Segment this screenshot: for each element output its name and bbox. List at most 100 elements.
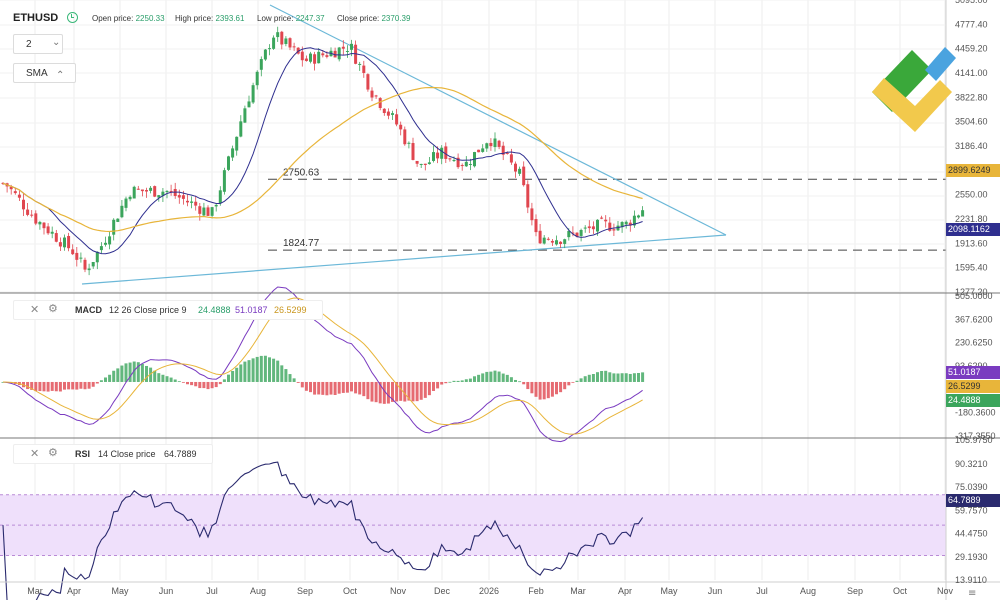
candle-up <box>214 204 218 207</box>
candle-up <box>391 113 394 115</box>
candle-down <box>559 241 563 244</box>
macd-histogram-bar <box>555 381 558 395</box>
macd-histogram-bar <box>99 380 103 382</box>
macd-histogram-bar <box>493 370 497 382</box>
macd-histogram-bar <box>58 381 62 392</box>
candle-down <box>612 229 616 231</box>
tick-label: May <box>111 586 129 596</box>
macd-histogram-bar <box>563 381 567 390</box>
candle-down <box>313 54 317 64</box>
candle-down <box>628 222 632 226</box>
candle-up <box>38 221 42 225</box>
macd-histogram-bar <box>587 374 591 382</box>
sma-short-price-label: 2098.1162 <box>946 223 1000 236</box>
rsi-legend: ✕ ⚙ RSI 14 Close price 64.7889 <box>13 444 213 464</box>
macd-histogram-bar <box>206 381 210 390</box>
candle-down <box>423 163 427 165</box>
tick-label: Mar <box>570 586 586 596</box>
candle-up <box>542 237 546 244</box>
macd-histogram-bar <box>132 361 136 382</box>
macd-histogram-bar <box>452 380 456 382</box>
macd-histogram-bar <box>526 381 530 390</box>
macd-histogram-bar <box>231 370 235 382</box>
close-icon[interactable]: ✕ <box>30 448 40 460</box>
open-price: Open price: 2250.33 <box>92 14 165 23</box>
price-candles <box>1 26 645 276</box>
candle-up <box>231 148 235 158</box>
macd-histogram-bar <box>181 381 185 383</box>
candle-up <box>345 50 349 52</box>
macd-histogram-bar <box>268 357 271 382</box>
candle-down <box>477 149 481 153</box>
candle-down <box>378 98 382 109</box>
gear-icon[interactable]: ⚙ <box>48 303 58 315</box>
macd-histogram-bar <box>71 381 75 390</box>
macd-histogram-bar <box>173 379 177 382</box>
candle-up <box>239 121 243 137</box>
candle-down <box>181 195 185 199</box>
macd-histogram-bar <box>251 358 255 382</box>
candle-down <box>534 219 538 233</box>
macd-legend: ✕ ⚙ MACD 12 26 Close price 9 24.4888 51.… <box>13 300 323 320</box>
candle-down <box>600 217 604 219</box>
macd-histogram-bar <box>596 372 599 382</box>
candle-down <box>17 194 21 198</box>
candle-down <box>30 214 34 216</box>
macd-histogram-bar <box>423 381 427 398</box>
candle-up <box>337 47 341 60</box>
tick-label: 5095.00 <box>955 0 988 5</box>
candle-up <box>518 168 522 174</box>
candle-up <box>95 251 99 263</box>
candle-down <box>206 207 210 216</box>
candle-down <box>530 208 534 221</box>
macd-histogram-bar <box>87 381 91 389</box>
macd-histogram-bar <box>350 381 353 392</box>
macd-histogram-bar <box>280 365 284 382</box>
macd-histogram-bar <box>276 360 280 382</box>
candle-down <box>22 199 25 210</box>
gear-icon[interactable]: ⚙ <box>48 447 58 459</box>
logo-blue-stroke <box>925 47 956 81</box>
macd-histogram-bar <box>608 372 612 382</box>
candle-down <box>538 230 542 244</box>
macd-histogram-bar <box>489 371 493 382</box>
tick-label: Apr <box>618 586 632 596</box>
tick-label: 90.3210 <box>955 459 988 469</box>
close-icon[interactable]: ✕ <box>30 304 40 316</box>
macd-histogram-bar <box>571 381 575 383</box>
macd-line-label: 51.0187 <box>946 366 1000 379</box>
tick-label: Jul <box>206 586 218 596</box>
candle-down <box>608 222 612 231</box>
candle-up <box>124 198 128 208</box>
macd-histogram-bar <box>79 381 83 389</box>
macd-histogram-bar <box>321 381 325 395</box>
clock-icon[interactable] <box>67 12 78 23</box>
macd-histogram-bar <box>149 367 153 382</box>
macd-histogram-bar <box>153 370 157 382</box>
low-price: Low price: 2247.37 <box>257 14 325 23</box>
candle-down <box>415 160 419 164</box>
candle-down <box>304 58 308 62</box>
timeframe-select[interactable]: 2 ⌄ <box>13 34 63 54</box>
candle-up <box>263 49 267 60</box>
macd-histogram-bar <box>325 381 329 396</box>
brand-logo <box>872 47 956 132</box>
macd-histogram-bar <box>432 381 435 391</box>
macd-histogram-bar <box>300 381 304 388</box>
macd-histogram-bar <box>169 377 173 382</box>
symbol-title[interactable]: ETHUSD <box>13 12 59 24</box>
macd-histogram-bar <box>128 362 132 382</box>
candle-up <box>149 187 153 191</box>
indicator-select[interactable]: SMA ⌃ <box>13 63 76 83</box>
macd-histogram-bar <box>637 372 640 382</box>
candle-up <box>317 51 321 64</box>
macd-histogram-bar <box>136 362 140 382</box>
candle-up <box>99 246 103 251</box>
candle-up <box>579 229 583 236</box>
candle-down <box>71 249 75 255</box>
candle-down <box>489 142 493 147</box>
candle-up <box>128 196 132 200</box>
macd-histogram-bar <box>227 374 230 382</box>
tick-label: Jun <box>159 586 174 596</box>
